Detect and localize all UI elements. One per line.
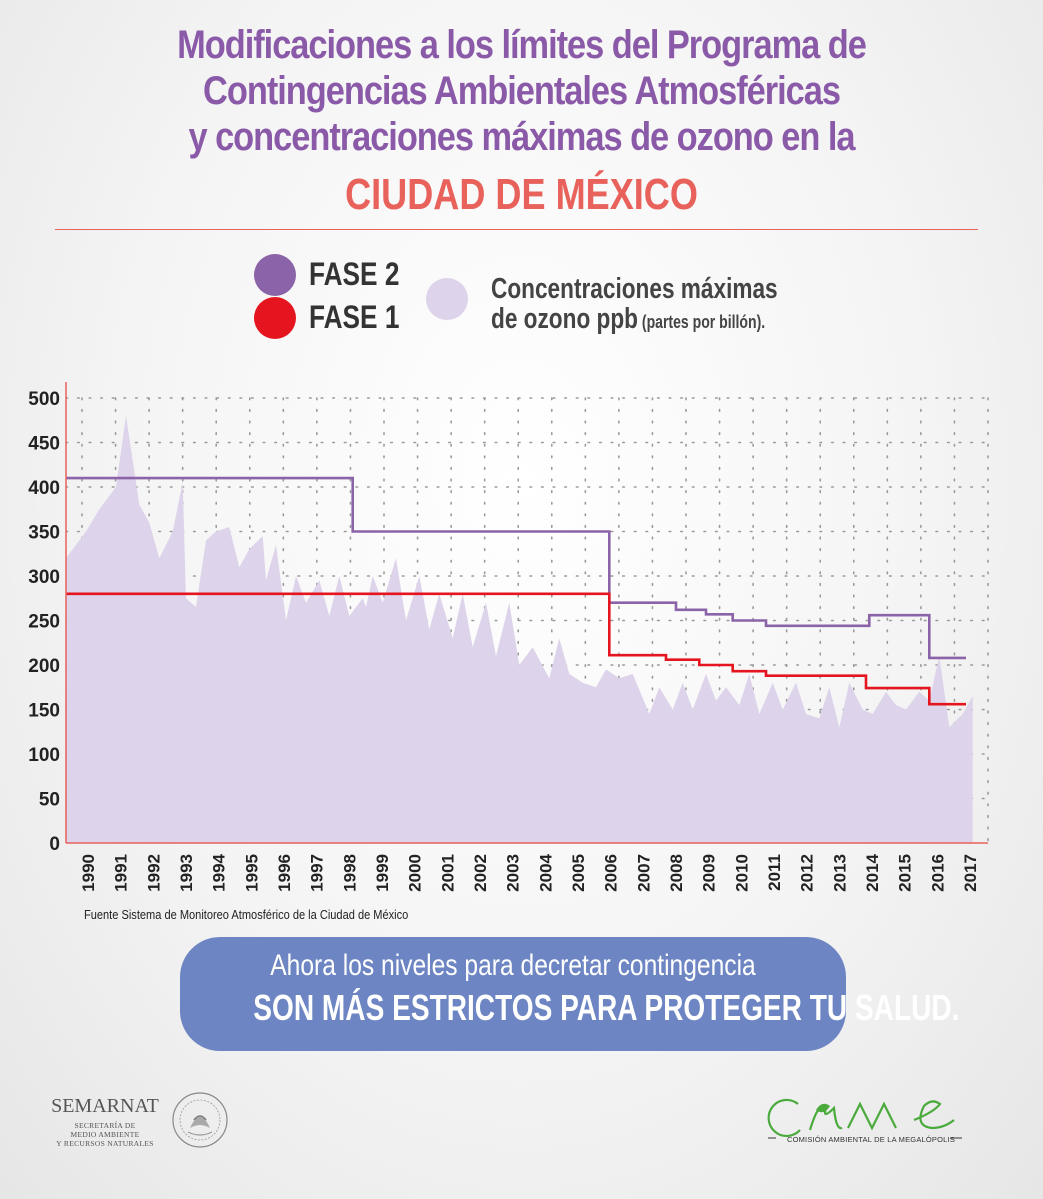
y-tick-400: 400 <box>28 478 60 499</box>
title-divider <box>55 229 978 230</box>
x-tick-2005: 2005 <box>569 854 588 892</box>
legend-fase1-swatch <box>254 297 296 339</box>
legend-ozone-line1: Concentraciones máximas <box>491 273 778 305</box>
mexico-seal-icon <box>172 1092 228 1148</box>
y-tick-50: 50 <box>39 790 60 811</box>
x-tick-1998: 1998 <box>340 854 359 892</box>
message-banner: Ahora los niveles para decretar continge… <box>180 937 960 1051</box>
ozone-area-layer <box>66 415 973 843</box>
x-tick-1997: 1997 <box>308 854 327 892</box>
legend-ozone-units: (partes por billón). <box>638 312 766 332</box>
y-tick-0: 0 <box>49 834 60 855</box>
semarnat-sub-1: SECRETARÍA DE <box>74 1121 136 1130</box>
x-tick-2010: 2010 <box>732 854 751 892</box>
y-tick-250: 250 <box>28 612 60 633</box>
x-tick-2017: 2017 <box>961 854 980 892</box>
legend-ozone-line2: de ozono ppb (partes por billón). <box>491 304 778 337</box>
x-tick-2014: 2014 <box>863 853 882 891</box>
legend-fase2-swatch <box>254 254 296 296</box>
x-tick-1996: 1996 <box>275 854 294 892</box>
y-tick-150: 150 <box>28 701 60 722</box>
x-tick-1991: 1991 <box>112 854 131 892</box>
y-tick-100: 100 <box>28 745 60 766</box>
banner-line-2: SON MÁS ESTRICTOS PARA PROTEGER TU SALUD… <box>253 987 960 1028</box>
y-tick-300: 300 <box>28 567 60 588</box>
x-tick-2015: 2015 <box>896 854 915 892</box>
page-subtitle: CIUDAD DE MÉXICO <box>345 170 698 219</box>
legend-ozone-label: Concentraciones máximas de ozono ppb (pa… <box>491 274 778 337</box>
x-tick-2012: 2012 <box>798 854 817 892</box>
x-tick-2006: 2006 <box>602 854 621 892</box>
limit-lines-layer <box>66 476 966 706</box>
x-tick-2011: 2011 <box>765 854 784 891</box>
chart-axes <box>65 382 988 844</box>
x-tick-2013: 2013 <box>830 854 849 892</box>
x-tick-2009: 2009 <box>700 854 719 892</box>
semarnat-name: SEMARNAT <box>51 1095 159 1117</box>
y-tick-200: 200 <box>28 656 60 677</box>
semarnat-sub-3: Y RECURSOS NATURALES <box>56 1139 154 1148</box>
x-tick-2002: 2002 <box>471 854 490 892</box>
x-tick-1992: 1992 <box>144 854 163 892</box>
y-axis-ticks: 0 50 100 150 200 250 300 350 400 450 500 <box>28 389 60 855</box>
semarnat-subtitle: SECRETARÍA DE MEDIO AMBIENTE Y RECURSOS … <box>50 1121 160 1148</box>
ozone-area <box>66 415 973 843</box>
came-logo-icon <box>767 1098 962 1139</box>
title-line-1: Modificaciones a los límites del Program… <box>177 23 867 67</box>
came-subtitle: COMISIÓN AMBIENTAL DE LA MEGALÓPOLIS <box>786 1135 956 1144</box>
x-tick-1994: 1994 <box>210 853 229 891</box>
page-title: Modificaciones a los límites del Program… <box>73 22 970 160</box>
x-tick-2007: 2007 <box>634 854 653 892</box>
y-tick-350: 350 <box>28 523 60 544</box>
semarnat-logo: SEMARNAT SECRETARÍA DE MEDIO AMBIENTE Y … <box>50 1095 160 1148</box>
legend-fase1-label: FASE 1 <box>309 299 400 335</box>
y-tick-500: 500 <box>28 389 60 410</box>
fase2-line <box>66 476 966 660</box>
x-axis-ticks: 1990 1991 1992 1993 1994 1995 1996 1997 1998 1999… <box>79 853 980 891</box>
legend-ozone-swatch <box>426 278 468 320</box>
x-tick-2000: 2000 <box>406 854 425 892</box>
title-line-3: y concentraciones máximas de ozono en la <box>188 115 855 159</box>
fase1-line <box>66 592 966 706</box>
x-tick-1990: 1990 <box>79 854 98 892</box>
x-tick-2004: 2004 <box>536 853 555 891</box>
x-tick-1993: 1993 <box>177 854 196 892</box>
y-tick-450: 450 <box>28 434 60 455</box>
source-note: Fuente Sistema de Monitoreo Atmosférico … <box>84 907 409 922</box>
x-tick-2001: 2001 <box>438 854 457 892</box>
x-tick-2016: 2016 <box>928 854 947 892</box>
x-tick-1995: 1995 <box>242 854 261 892</box>
x-tick-1999: 1999 <box>373 854 392 892</box>
x-tick-2003: 2003 <box>504 854 523 892</box>
semarnat-sub-2: MEDIO AMBIENTE <box>70 1130 140 1139</box>
legend-fase2-label: FASE 2 <box>309 256 400 292</box>
title-line-2: Contingencias Ambientales Atmosféricas <box>203 69 841 113</box>
x-tick-2008: 2008 <box>667 854 686 892</box>
banner-line-1: Ahora los niveles para decretar continge… <box>270 949 756 982</box>
legend-ozone-line2-main: de ozono ppb <box>491 303 639 335</box>
